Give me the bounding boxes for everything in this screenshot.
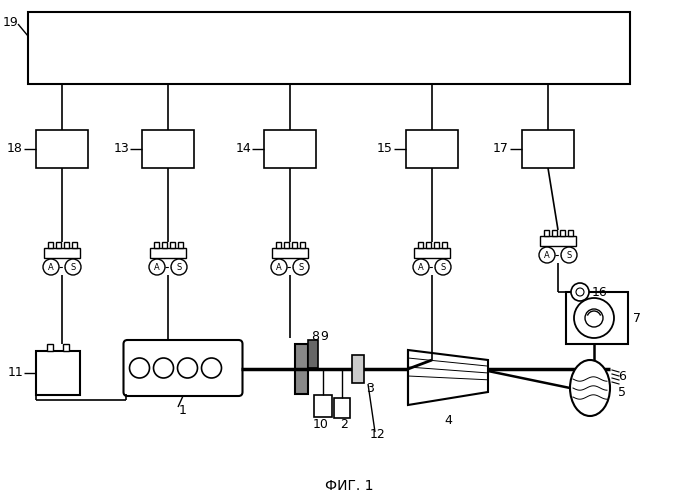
Bar <box>442 242 447 248</box>
Bar <box>170 242 175 248</box>
Text: A: A <box>544 250 550 260</box>
Bar <box>568 230 573 236</box>
Text: 7: 7 <box>633 312 641 324</box>
Text: ФИГ. 1: ФИГ. 1 <box>325 479 373 493</box>
Bar <box>44 248 80 258</box>
Circle shape <box>149 259 165 275</box>
Circle shape <box>271 259 287 275</box>
Bar <box>418 242 423 248</box>
Bar <box>63 344 69 351</box>
Bar <box>560 230 565 236</box>
Bar <box>566 292 628 344</box>
Circle shape <box>539 247 555 263</box>
Bar <box>150 248 186 258</box>
Bar <box>300 242 305 248</box>
Text: 9: 9 <box>320 330 328 344</box>
Bar <box>334 398 350 418</box>
Text: 14: 14 <box>235 142 251 156</box>
Bar <box>314 395 332 417</box>
Bar <box>48 242 53 248</box>
Bar <box>540 236 576 246</box>
Text: S: S <box>298 262 304 272</box>
Text: 2: 2 <box>340 418 348 432</box>
Bar <box>544 230 549 236</box>
Circle shape <box>171 259 187 275</box>
Text: 13: 13 <box>113 142 129 156</box>
Circle shape <box>435 259 451 275</box>
Bar <box>308 340 318 368</box>
Ellipse shape <box>570 360 610 416</box>
Bar <box>154 242 159 248</box>
Text: 6: 6 <box>618 370 626 382</box>
Text: 12: 12 <box>370 428 386 442</box>
Bar <box>406 130 458 168</box>
Text: 10: 10 <box>313 418 329 430</box>
Text: A: A <box>276 262 282 272</box>
Bar <box>292 242 297 248</box>
Circle shape <box>43 259 59 275</box>
Text: 1: 1 <box>179 404 187 416</box>
Bar <box>522 130 574 168</box>
Text: A: A <box>418 262 424 272</box>
Text: 16: 16 <box>592 286 608 298</box>
Bar <box>28 12 630 84</box>
Circle shape <box>177 358 198 378</box>
Text: 17: 17 <box>493 142 509 156</box>
Text: A: A <box>48 262 54 272</box>
Text: S: S <box>70 262 75 272</box>
Circle shape <box>65 259 81 275</box>
Bar <box>47 344 53 351</box>
Bar <box>276 242 281 248</box>
Bar <box>36 351 80 395</box>
Text: 18: 18 <box>7 142 23 156</box>
Bar <box>434 242 439 248</box>
Circle shape <box>571 283 589 301</box>
Circle shape <box>585 309 603 327</box>
Bar <box>162 242 167 248</box>
Text: S: S <box>440 262 445 272</box>
Text: A: A <box>154 262 160 272</box>
Text: S: S <box>566 250 572 260</box>
Bar <box>178 242 183 248</box>
Text: S: S <box>177 262 181 272</box>
Polygon shape <box>408 350 488 405</box>
Text: 5: 5 <box>618 386 626 398</box>
Bar <box>64 242 69 248</box>
Bar <box>284 242 289 248</box>
Text: 3: 3 <box>366 382 374 394</box>
Bar <box>352 355 364 383</box>
Text: 8: 8 <box>311 330 319 342</box>
Circle shape <box>130 358 149 378</box>
Bar <box>56 242 61 248</box>
Text: 19: 19 <box>2 16 18 28</box>
Bar <box>272 248 308 258</box>
Circle shape <box>154 358 174 378</box>
Bar <box>72 242 77 248</box>
Text: 15: 15 <box>377 142 393 156</box>
Text: 4: 4 <box>444 414 452 426</box>
Circle shape <box>202 358 221 378</box>
Circle shape <box>293 259 309 275</box>
Bar <box>36 130 88 168</box>
Circle shape <box>574 298 614 338</box>
Bar <box>142 130 194 168</box>
Bar <box>295 344 308 394</box>
Circle shape <box>413 259 429 275</box>
Text: 11: 11 <box>7 366 23 380</box>
Bar <box>426 242 431 248</box>
FancyBboxPatch shape <box>124 340 242 396</box>
Circle shape <box>576 288 584 296</box>
Bar <box>414 248 450 258</box>
Bar <box>264 130 316 168</box>
Bar <box>552 230 557 236</box>
Circle shape <box>561 247 577 263</box>
